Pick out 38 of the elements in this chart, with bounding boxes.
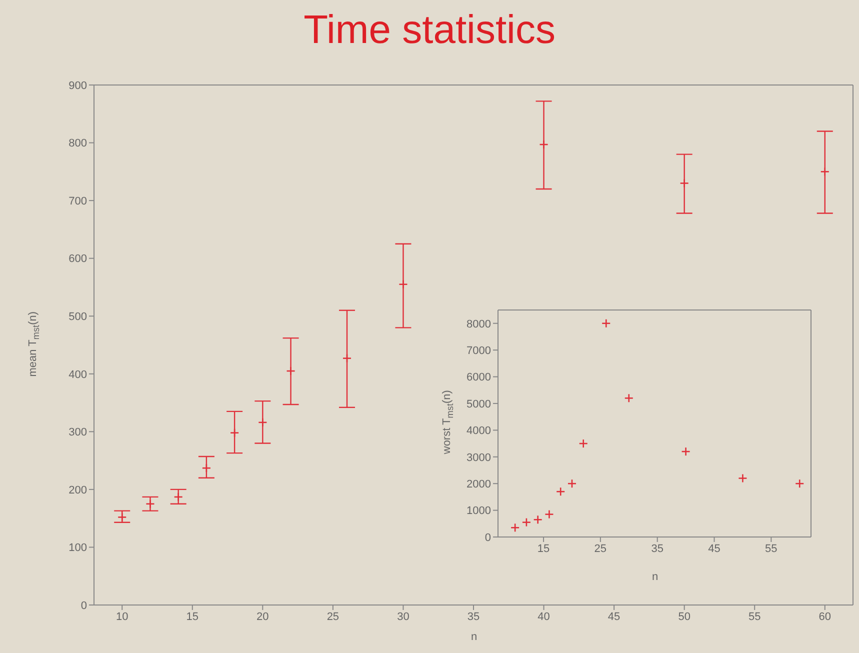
- y-tick-label: 5000: [466, 398, 491, 410]
- y-tick-label: 600: [68, 253, 87, 266]
- x-tick-label: 15: [186, 610, 199, 623]
- x-tick-label: 45: [708, 542, 720, 555]
- y-tick-label: 300: [68, 426, 87, 439]
- x-tick-label: 60: [818, 610, 832, 623]
- x-tick-label: 15: [537, 542, 550, 555]
- x-tick-label: 55: [765, 542, 778, 555]
- y-tick-label: 900: [68, 80, 87, 92]
- x-tick-label: 55: [748, 610, 761, 623]
- y-tick-label: 700: [68, 195, 87, 208]
- y-tick-label: 4000: [466, 425, 491, 438]
- y-tick-label: 1000: [466, 505, 491, 518]
- y-tick-label: 500: [68, 311, 87, 324]
- y-tick-label: 6000: [466, 372, 491, 384]
- x-tick-label: 35: [467, 610, 480, 623]
- y-tick-label: 0: [80, 600, 87, 612]
- x-tick-label: 35: [651, 542, 664, 555]
- x-axis-title: n: [650, 571, 660, 583]
- x-tick-label: 30: [397, 610, 410, 623]
- x-tick-label: 50: [678, 610, 690, 623]
- x-tick-label: 40: [538, 610, 550, 623]
- x-axis-title: n: [470, 631, 478, 643]
- y-tick-label: 200: [68, 484, 87, 496]
- x-tick-label: 25: [594, 542, 607, 555]
- y-tick-label: 800: [68, 138, 87, 150]
- x-tick-label: 45: [608, 610, 620, 623]
- x-tick-label: 25: [326, 610, 340, 623]
- y-tick-label: 100: [68, 542, 87, 554]
- y-tick-label: 8000: [466, 318, 491, 330]
- y-tick-label: 400: [68, 368, 87, 381]
- y-tick-label: 0: [484, 532, 491, 544]
- x-tick-label: 20: [256, 610, 269, 623]
- x-tick-label: 10: [116, 610, 128, 623]
- y-tick-label: 7000: [466, 344, 491, 357]
- y-tick-label: 3000: [466, 452, 491, 464]
- chart-title: Time statistics: [302, 8, 556, 53]
- y-tick-label: 2000: [466, 478, 491, 490]
